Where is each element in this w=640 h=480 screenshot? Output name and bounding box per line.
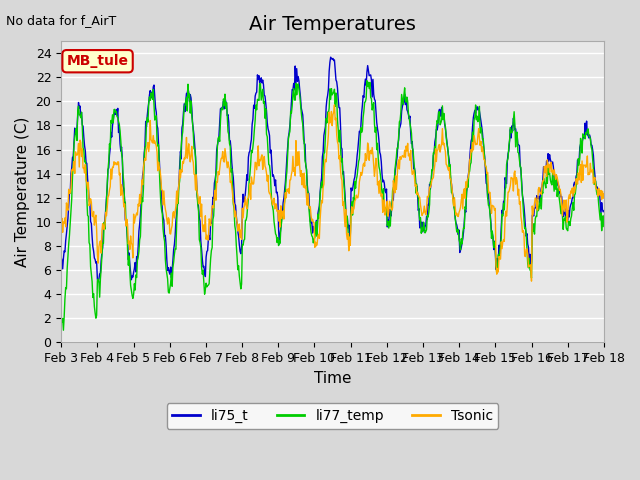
- li75_t: [124, 237, 131, 243]
- Tsonic: [331, 102, 339, 108]
- Tsonic: [58, 233, 65, 239]
- li77_temp: [600, 213, 608, 218]
- Tsonic: [207, 223, 214, 228]
- Line: li77_temp: li77_temp: [61, 81, 604, 330]
- li77_temp: [68, 196, 76, 202]
- li77_temp: [58, 316, 65, 322]
- Legend: li75_t, li77_temp, Tsonic: li75_t, li77_temp, Tsonic: [166, 403, 499, 429]
- li77_temp: [60, 327, 67, 333]
- Tsonic: [123, 216, 131, 222]
- li75_t: [400, 99, 408, 105]
- Tsonic: [399, 154, 407, 159]
- li77_temp: [363, 78, 371, 84]
- li77_temp: [416, 217, 424, 223]
- Y-axis label: Air Temperature (C): Air Temperature (C): [15, 117, 30, 267]
- Text: No data for f_AirT: No data for f_AirT: [6, 14, 116, 27]
- li75_t: [416, 225, 424, 231]
- Tsonic: [67, 185, 75, 191]
- X-axis label: Time: Time: [314, 371, 351, 385]
- li75_t: [600, 208, 608, 214]
- Tsonic: [415, 194, 423, 200]
- li75_t: [58, 255, 65, 261]
- Line: Tsonic: Tsonic: [61, 105, 604, 281]
- li75_t: [179, 121, 186, 127]
- Line: li75_t: li75_t: [61, 57, 604, 282]
- li75_t: [94, 279, 102, 285]
- li75_t: [327, 54, 335, 60]
- li77_temp: [207, 248, 215, 253]
- li75_t: [67, 171, 75, 177]
- Text: MB_tule: MB_tule: [67, 54, 129, 68]
- Tsonic: [527, 278, 535, 284]
- Tsonic: [600, 191, 608, 197]
- Tsonic: [178, 169, 186, 175]
- li77_temp: [400, 92, 408, 98]
- Title: Air Temperatures: Air Temperatures: [249, 15, 416, 34]
- li77_temp: [179, 129, 186, 135]
- li77_temp: [124, 247, 131, 252]
- li75_t: [207, 220, 215, 226]
